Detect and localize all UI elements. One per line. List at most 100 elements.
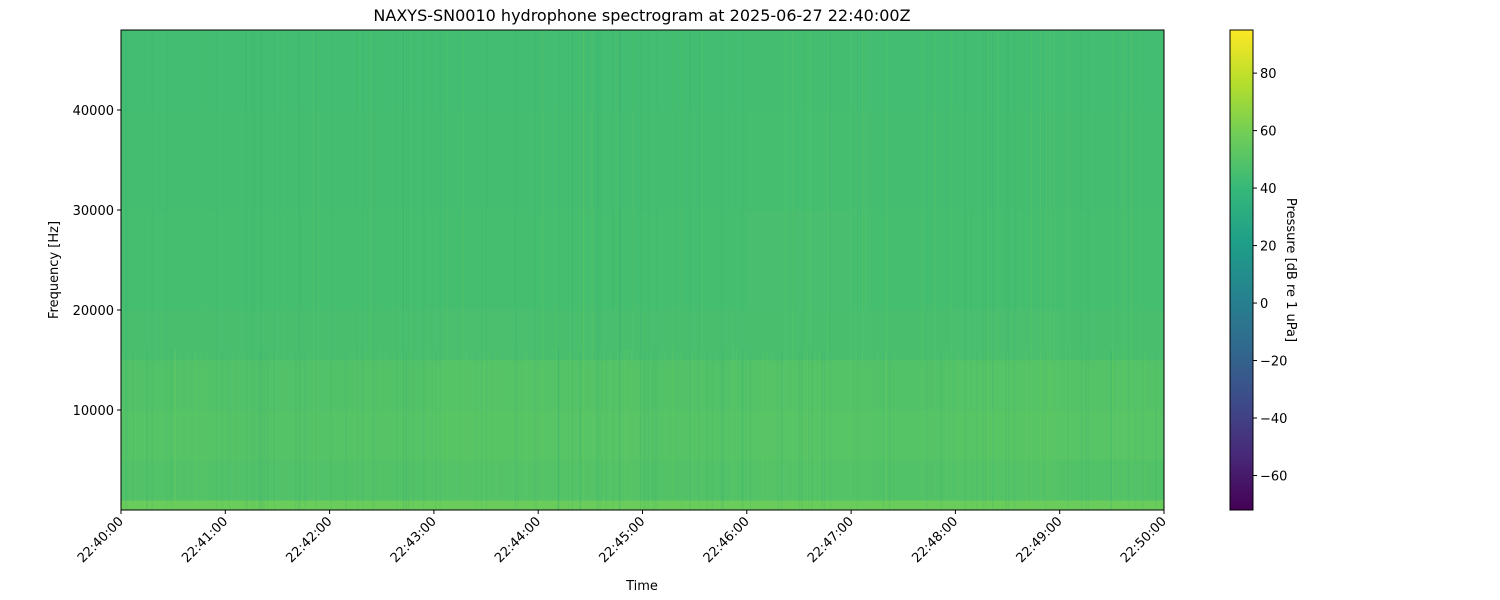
heatmap-stripe	[809, 30, 811, 510]
heatmap-stripe	[462, 30, 464, 510]
heatmap-stripe	[992, 30, 994, 510]
heatmap-stripe	[515, 30, 517, 510]
heatmap-stripe	[940, 350, 942, 510]
heatmap-stripe	[619, 30, 621, 510]
heatmap-cell	[538, 210, 643, 311]
heatmap-stripe	[166, 30, 168, 510]
heatmap-stripe	[583, 30, 585, 510]
heatmap-stripe	[882, 350, 884, 510]
heatmap-stripe	[555, 30, 557, 510]
heatmap-stripe	[946, 350, 948, 510]
heatmap-stripe	[405, 30, 407, 510]
heatmap-stripe	[801, 350, 803, 510]
heatmap-cell	[225, 310, 331, 361]
heatmap-stripe	[525, 350, 527, 510]
heatmap-stripe	[569, 350, 571, 510]
heatmap-stripe	[619, 350, 621, 510]
heatmap-stripe	[656, 30, 658, 510]
heatmap-stripe	[655, 350, 657, 510]
heatmap-stripe	[1046, 30, 1048, 510]
heatmap-cell	[121, 360, 226, 411]
x-tick-label: 22:41:00	[179, 514, 231, 566]
heatmap-stripe	[1135, 350, 1137, 510]
heatmap-stripe	[296, 350, 298, 510]
heatmap-cell	[1059, 410, 1165, 461]
heatmap-stripe	[558, 350, 560, 510]
heatmap-stripe	[868, 30, 870, 510]
heatmap-cell	[329, 210, 435, 311]
heatmap-stripe	[626, 350, 628, 510]
heatmap-stripe	[934, 30, 936, 510]
y-tick-label: 10000	[73, 404, 114, 419]
heatmap-cell	[955, 360, 1061, 411]
heatmap-stripe	[260, 30, 262, 510]
heatmap-cell	[538, 110, 643, 211]
heatmap-stripe	[1130, 30, 1132, 510]
heatmap-cell	[1059, 360, 1165, 411]
heatmap-cell	[746, 500, 852, 511]
heatmap-stripe	[757, 350, 759, 510]
heatmap-stripe	[1039, 30, 1041, 510]
heatmap-stripe	[146, 350, 148, 510]
heatmap-stripe	[264, 350, 266, 510]
heatmap-stripe	[402, 30, 404, 510]
heatmap-stripe	[856, 30, 858, 510]
heatmap-cell	[851, 30, 956, 111]
x-axis-label: Time	[625, 579, 658, 594]
heatmap-stripe	[643, 350, 645, 510]
heatmap-stripe	[1005, 30, 1007, 510]
y-axis-label: Frequency [Hz]	[47, 221, 62, 319]
heatmap-cell	[955, 410, 1061, 461]
heatmap-stripe	[1112, 30, 1114, 510]
heatmap-stripe	[1085, 350, 1087, 510]
heatmap-stripe	[780, 350, 782, 510]
heatmap-stripe	[698, 30, 700, 510]
heatmap-stripe	[439, 30, 441, 510]
heatmap-stripe	[244, 350, 246, 510]
heatmap-stripe	[603, 350, 605, 510]
heatmap-stripe	[201, 30, 203, 510]
heatmap-stripe	[722, 350, 724, 510]
heatmap-cell	[329, 30, 435, 111]
heatmap-stripe	[711, 350, 713, 510]
heatmap-stripe	[298, 30, 300, 510]
heatmap-stripe	[1069, 30, 1071, 510]
heatmap-stripe	[379, 350, 381, 510]
heatmap-stripe	[429, 350, 431, 510]
x-tick-label: 22:49:00	[1014, 514, 1066, 566]
heatmap-cell	[851, 110, 956, 211]
heatmap-stripe	[945, 350, 947, 510]
heatmap-cell	[851, 310, 956, 361]
heatmap-stripe	[1007, 30, 1009, 510]
heatmap-stripe	[345, 350, 347, 510]
heatmap-stripe	[317, 30, 319, 510]
heatmap-stripe	[409, 30, 411, 510]
heatmap-stripe	[798, 350, 800, 510]
heatmap-stripe	[855, 30, 857, 510]
heatmap-stripe	[596, 30, 598, 510]
heatmap-cell	[329, 500, 435, 511]
heatmap-stripe	[579, 350, 581, 510]
heatmap-stripe	[365, 350, 367, 510]
heatmap-stripe	[706, 350, 708, 510]
heatmap-stripe	[536, 350, 538, 510]
heatmap-cell	[746, 360, 852, 411]
heatmap-stripe	[1121, 30, 1123, 510]
heatmap-cell	[538, 460, 643, 501]
heatmap-stripe	[591, 30, 593, 510]
heatmap-cell	[329, 310, 435, 361]
x-tick-label: 22:40:00	[75, 514, 127, 566]
heatmap-cell	[433, 310, 539, 361]
heatmap-stripe	[295, 350, 297, 510]
heatmap-stripe	[1128, 30, 1130, 510]
colorbar	[1229, 29, 1254, 511]
heatmap-stripe	[921, 30, 923, 510]
heatmap-stripe	[877, 350, 879, 510]
heatmap-stripe	[742, 30, 744, 510]
y-axis-ticks: 10000 20000 30000 40000	[73, 104, 121, 419]
heatmap-stripe	[721, 30, 723, 510]
x-tick-label: 22:42:00	[284, 514, 336, 566]
heatmap-stripe	[174, 350, 176, 510]
heatmap-stripe	[731, 350, 733, 510]
heatmap-cell	[955, 310, 1061, 361]
